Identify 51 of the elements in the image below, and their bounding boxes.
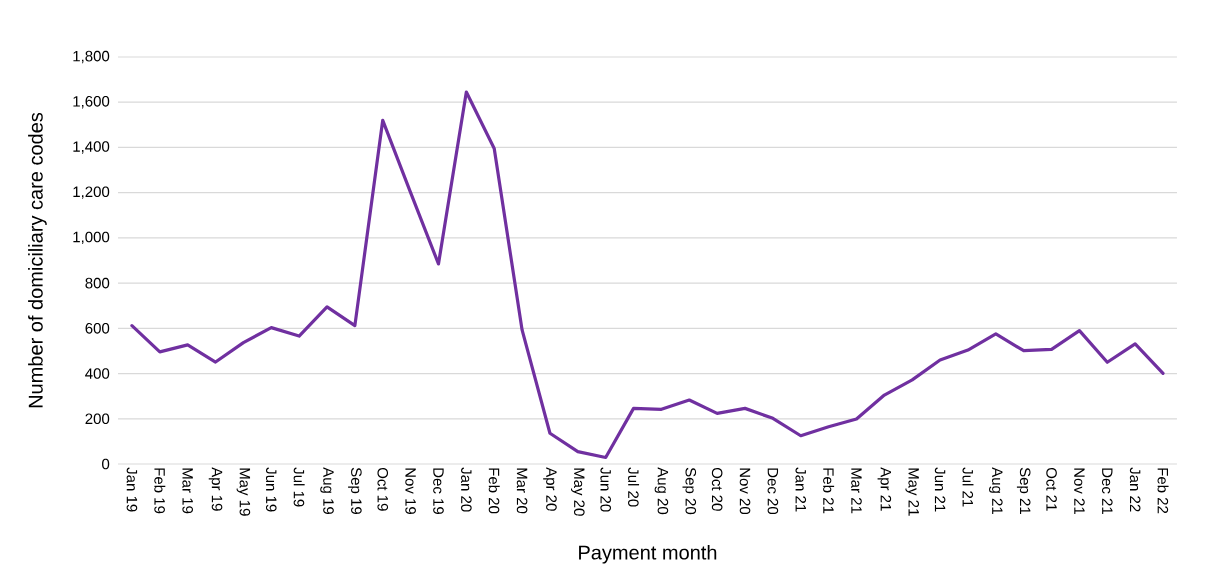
y-tick-label: 1,800 xyxy=(73,50,110,64)
x-tick-label: Jul 21 xyxy=(962,467,974,507)
x-tick-label: Dec 20 xyxy=(767,468,779,515)
x-tick-label: Mar 19 xyxy=(182,468,193,514)
x-tick-label: Jul 20 xyxy=(628,467,640,507)
y-tick-label: 1,600 xyxy=(73,96,110,109)
x-tick-label: Nov 19 xyxy=(405,468,416,514)
x-tick-label: Oct 21 xyxy=(1046,467,1057,511)
x-tick-label: May 19 xyxy=(236,468,251,516)
y-tick-label: 400 xyxy=(85,368,110,379)
x-tick-label: Oct 19 xyxy=(377,467,389,511)
x-tick-label: Feb 22 xyxy=(1157,468,1169,514)
x-tick-label: Feb 20 xyxy=(488,468,500,514)
x-tick-label: Jun 19 xyxy=(265,467,277,512)
x-tick-label: Aug 20 xyxy=(654,467,669,515)
x-tick-label: Jul 19 xyxy=(293,467,305,507)
x-tick-label: Jan 22 xyxy=(1129,467,1141,512)
x-tick-label: Sep 19 xyxy=(348,467,362,514)
x-tick-label: Jun 21 xyxy=(934,467,946,512)
x-tick-label: Dec 21 xyxy=(1101,468,1113,514)
x-tick-label: Jan 21 xyxy=(795,467,807,512)
x-tick-label: Nov 20 xyxy=(739,468,751,515)
x-tick-label: Jan 19 xyxy=(126,467,138,512)
x-tick-label: Apr 21 xyxy=(877,467,892,511)
x-tick-label: Jan 20 xyxy=(461,467,472,512)
x-tick-label: Apr 20 xyxy=(543,467,557,511)
y-axis-title: Number of domiciliary care codes xyxy=(28,112,47,408)
x-tick-label: Aug 21 xyxy=(989,467,1003,514)
y-tick-label: 1,200 xyxy=(73,186,110,199)
x-tick-label: May 21 xyxy=(905,468,920,516)
x-tick-label: Dec 19 xyxy=(433,468,444,514)
y-tick-label: 0 xyxy=(102,458,110,470)
x-tick-label: Mar 21 xyxy=(851,468,862,514)
x-tick-label: Sep 20 xyxy=(682,467,697,515)
x-tick-label: Aug 19 xyxy=(320,467,334,514)
y-tick-label: 600 xyxy=(85,323,110,334)
y-tick-label: 200 xyxy=(85,413,110,425)
x-tick-label: Feb 21 xyxy=(823,468,835,514)
x-tick-label: Oct 20 xyxy=(711,467,723,511)
x-tick-label: Jun 20 xyxy=(600,467,611,512)
line-series xyxy=(130,90,1165,460)
x-tick-label: May 20 xyxy=(571,468,585,516)
y-tick-label: 800 xyxy=(85,277,110,289)
y-tick-label: 1,000 xyxy=(73,231,110,245)
x-tick-label: Apr 19 xyxy=(208,467,223,511)
x-axis-title: Payment month xyxy=(579,544,717,564)
x-tick-label: Nov 21 xyxy=(1074,468,1085,514)
x-tick-label: Mar 20 xyxy=(516,468,528,514)
x-tick-label: Sep 21 xyxy=(1016,467,1031,514)
x-tick-label: Feb 19 xyxy=(154,468,166,514)
y-tick-label: 1,400 xyxy=(73,141,110,154)
